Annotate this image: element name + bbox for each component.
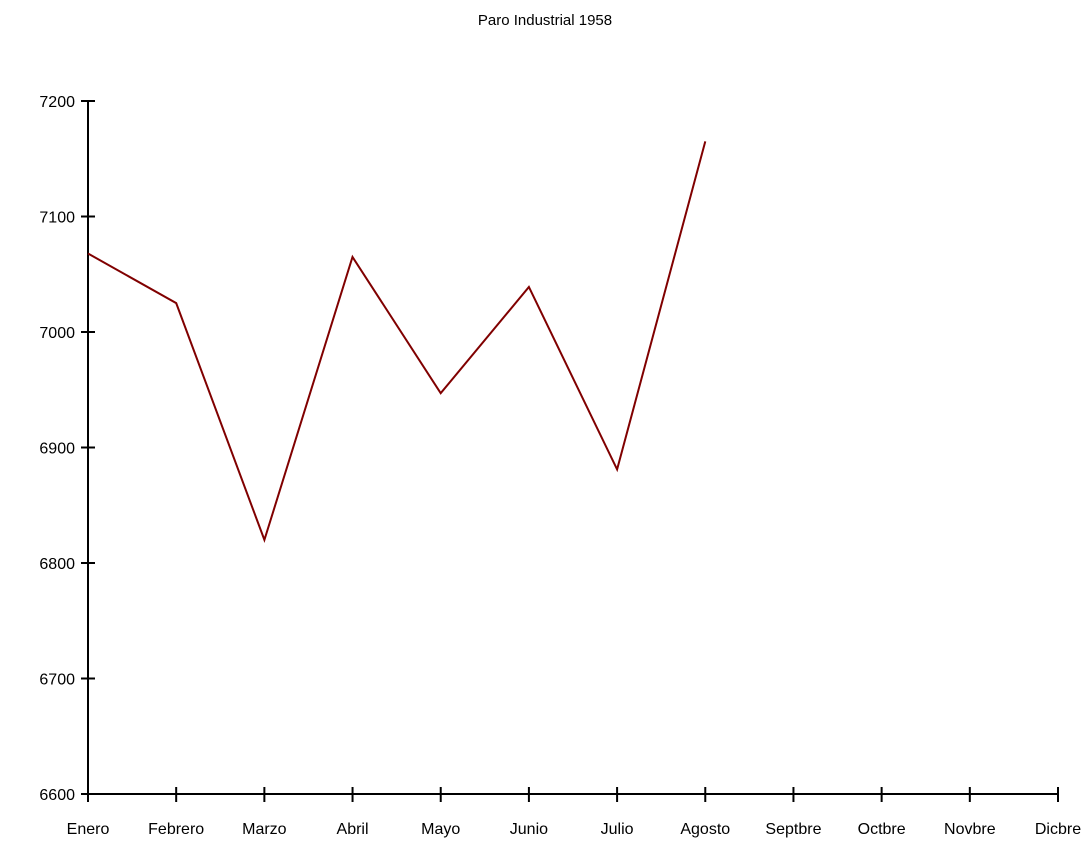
x-tick-label: Dicbre: [1035, 821, 1081, 838]
x-tick-label: Novbre: [944, 821, 996, 838]
x-tick-label: Septbre: [765, 821, 821, 838]
x-tick-label: Mayo: [421, 821, 460, 838]
y-tick-label: 7000: [39, 325, 75, 342]
x-tick-label: Julio: [601, 821, 634, 838]
x-tick-label: Marzo: [242, 821, 287, 838]
x-tick-label: Abril: [337, 821, 369, 838]
x-tick-label: Febrero: [148, 821, 204, 838]
series-line: [87, 141, 707, 543]
x-tick-label: Agosto: [680, 821, 730, 838]
y-tick-label: 7200: [39, 94, 75, 111]
y-tick-label: 6700: [39, 672, 75, 689]
y-tick-label: 6800: [39, 556, 75, 573]
y-tick-label: 7100: [39, 210, 75, 227]
y-tick-label: 6900: [39, 441, 75, 458]
chart-title: Paro Industrial 1958: [477, 12, 613, 29]
x-tick-label: Junio: [510, 821, 548, 838]
x-tick-label: Octbre: [858, 821, 906, 838]
y-tick-label: 6600: [39, 787, 75, 804]
x-tick-label: Enero: [67, 821, 110, 838]
